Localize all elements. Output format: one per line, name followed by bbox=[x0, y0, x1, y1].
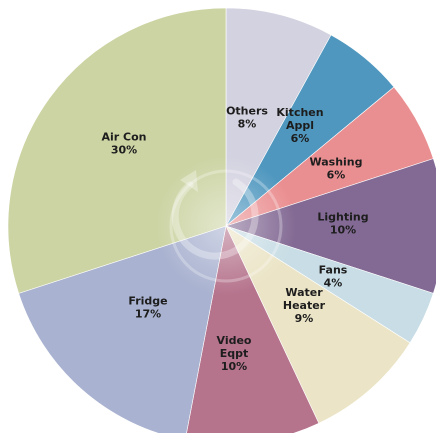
slice-label-line: 4% bbox=[324, 277, 343, 290]
slice-label-line: 8% bbox=[238, 118, 257, 131]
slice-label-1: Kitchen Appl 6% bbox=[276, 106, 323, 145]
slice-label-6: Video Eqpt 10% bbox=[217, 334, 252, 373]
slice-label-line: Fridge bbox=[128, 295, 167, 308]
center-ring bbox=[169, 169, 283, 283]
slice-label-line: Lighting bbox=[317, 211, 368, 224]
slice-label-line: 6% bbox=[291, 132, 310, 145]
slice-label-line: Water bbox=[285, 286, 323, 299]
slice-label-line: 17% bbox=[135, 308, 161, 321]
slice-label-8: Air Con 30% bbox=[102, 131, 147, 157]
slice-label-0: Others 8% bbox=[226, 105, 268, 131]
center-arrow-arc bbox=[171, 178, 259, 260]
slice-label-3: Lighting 10% bbox=[317, 211, 368, 237]
slice-label-line: 9% bbox=[295, 312, 314, 325]
center-arrow-head bbox=[180, 170, 198, 192]
slice-label-4: Fans 4% bbox=[319, 264, 348, 290]
slice-label-line: Fans bbox=[319, 264, 348, 277]
center-glow bbox=[156, 156, 296, 296]
slice-label-line: Appl bbox=[286, 119, 314, 132]
slice-label-2: Washing 6% bbox=[309, 156, 362, 182]
center-decoration bbox=[156, 156, 296, 296]
slice-label-line: 30% bbox=[111, 144, 137, 157]
slice-label-line: Heater bbox=[283, 299, 326, 312]
slice-label-line: Video bbox=[217, 334, 252, 347]
slice-label-line: Air Con bbox=[102, 131, 147, 144]
slice-label-line: 10% bbox=[330, 224, 356, 237]
slice-label-line: Kitchen bbox=[276, 106, 323, 119]
slice-label-line: Washing bbox=[309, 156, 362, 169]
slice-label-line: Others bbox=[226, 105, 268, 118]
slice-label-line: 10% bbox=[221, 360, 247, 373]
pie-slice-7 bbox=[18, 225, 227, 433]
slice-label-line: Eqpt bbox=[220, 347, 249, 360]
slice-label-5: Water Heater 9% bbox=[283, 286, 326, 325]
slice-label-line: 6% bbox=[327, 169, 346, 182]
slice-label-7: Fridge 17% bbox=[128, 295, 167, 321]
